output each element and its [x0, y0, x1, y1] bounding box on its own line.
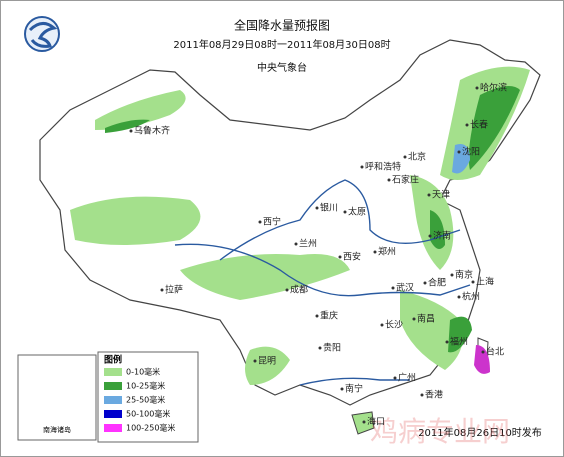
- city-dot: [338, 255, 342, 259]
- legend-swatch: [104, 410, 122, 418]
- city-dot: [457, 150, 461, 154]
- city-label: 拉萨: [165, 284, 183, 296]
- city-label: 南昌: [417, 313, 435, 325]
- city-label: 长春: [470, 119, 488, 131]
- city-dot: [253, 359, 257, 363]
- logo: [24, 16, 60, 52]
- city-label: 银川: [320, 202, 338, 214]
- city-dot: [318, 346, 322, 350]
- city-label: 海口: [367, 416, 385, 428]
- city-dot: [285, 288, 289, 292]
- city-dot: [393, 376, 397, 380]
- city-label: 兰州: [299, 238, 317, 250]
- city-dot: [362, 420, 366, 424]
- city-label: 香港: [425, 389, 443, 401]
- city-dot: [475, 86, 479, 90]
- release-time: 2011年08月26日10时发布: [418, 426, 542, 439]
- legend-title: 图例: [104, 354, 122, 366]
- city-dot: [427, 193, 431, 197]
- legend-swatch: [104, 368, 122, 376]
- city-dot: [391, 286, 395, 290]
- legend-label: 100-250毫米: [126, 423, 175, 433]
- rain-areas: [70, 66, 530, 385]
- city-label: 上海: [476, 276, 494, 288]
- rivers: [174, 179, 471, 386]
- city-dot: [445, 340, 449, 344]
- city-label: 郑州: [378, 246, 396, 258]
- legend-swatch: [104, 396, 122, 404]
- city-label: 福州: [450, 336, 468, 348]
- city-label: 石家庄: [392, 174, 419, 186]
- city-label: 济南: [433, 230, 451, 242]
- city-dot: [294, 242, 298, 246]
- city-dot: [481, 350, 485, 354]
- city-dot: [387, 178, 391, 182]
- city-dot: [428, 234, 432, 238]
- city-label: 长沙: [385, 319, 403, 331]
- city-dot: [423, 281, 427, 285]
- city-dot: [403, 155, 407, 159]
- city-dot: [343, 210, 347, 214]
- city-label: 广州: [398, 372, 416, 384]
- city-label: 呼和浩特: [365, 161, 401, 173]
- issuer: 中央气象台: [257, 61, 307, 74]
- city-label: 合肥: [428, 277, 446, 289]
- city-label: 台北: [486, 346, 504, 358]
- city-label: 重庆: [320, 310, 338, 322]
- inset-label: 南海诸岛: [43, 425, 71, 434]
- city-dot: [360, 165, 364, 169]
- city-dot: [380, 323, 384, 327]
- legend-label: 25-50毫米: [126, 395, 165, 405]
- city-label: 乌鲁木齐: [134, 125, 170, 137]
- city-dot: [258, 220, 262, 224]
- city-label: 成都: [290, 284, 308, 296]
- legend-label: 0-10毫米: [126, 367, 160, 377]
- legend-swatch: [104, 382, 122, 390]
- period: 2011年08月29日08时一2011年08月30日08时: [173, 38, 390, 51]
- city-dot: [373, 250, 377, 254]
- city-label: 贵阳: [323, 342, 341, 354]
- city-label: 天津: [432, 190, 450, 201]
- city-dot: [465, 123, 469, 127]
- inset-frame: [17, 354, 97, 441]
- city-label: 太原: [348, 206, 366, 218]
- watermark: 鸡病专业网: [370, 415, 510, 448]
- city-dot: [450, 273, 454, 277]
- legend-label: 50-100毫米: [126, 409, 170, 419]
- city-label: 哈尔滨: [480, 82, 507, 94]
- legend-label: 10-25毫米: [126, 381, 165, 391]
- city-label: 南宁: [345, 383, 363, 395]
- city-dot: [457, 295, 461, 299]
- city-dot: [340, 387, 344, 391]
- city-dot: [315, 206, 319, 210]
- city-label: 西宁: [263, 216, 281, 228]
- city-dot: [315, 314, 319, 318]
- city-label: 杭州: [462, 291, 480, 303]
- city-dot: [129, 129, 133, 133]
- city-dot: [412, 317, 416, 321]
- legend-swatch: [104, 424, 122, 432]
- title: 全国降水量预报图: [234, 18, 330, 33]
- city-label: 武汉: [396, 282, 414, 294]
- city-dot: [160, 288, 164, 292]
- city-label: 西安: [343, 251, 361, 263]
- city-label: 沈阳: [462, 146, 480, 158]
- city-label: 南京: [455, 269, 473, 281]
- city-label: 昆明: [258, 356, 276, 367]
- city-dot: [471, 280, 475, 284]
- city-dot: [420, 393, 424, 397]
- city-label: 北京: [408, 151, 426, 163]
